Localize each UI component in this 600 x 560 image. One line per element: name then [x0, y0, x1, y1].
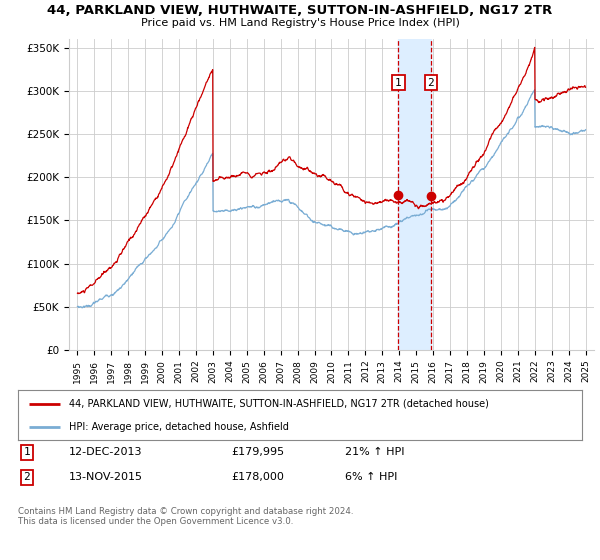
Text: 6% ↑ HPI: 6% ↑ HPI — [345, 472, 397, 482]
Text: £179,995: £179,995 — [231, 447, 284, 458]
Text: 2: 2 — [23, 472, 31, 482]
Text: 44, PARKLAND VIEW, HUTHWAITE, SUTTON-IN-ASHFIELD, NG17 2TR: 44, PARKLAND VIEW, HUTHWAITE, SUTTON-IN-… — [47, 4, 553, 17]
Text: 21% ↑ HPI: 21% ↑ HPI — [345, 447, 404, 458]
Text: Contains HM Land Registry data © Crown copyright and database right 2024.
This d: Contains HM Land Registry data © Crown c… — [18, 507, 353, 526]
Text: 1: 1 — [23, 447, 31, 458]
Text: 12-DEC-2013: 12-DEC-2013 — [69, 447, 143, 458]
Text: 2: 2 — [428, 78, 434, 88]
Text: Price paid vs. HM Land Registry's House Price Index (HPI): Price paid vs. HM Land Registry's House … — [140, 18, 460, 29]
Text: 44, PARKLAND VIEW, HUTHWAITE, SUTTON-IN-ASHFIELD, NG17 2TR (detached house): 44, PARKLAND VIEW, HUTHWAITE, SUTTON-IN-… — [69, 399, 488, 409]
Text: HPI: Average price, detached house, Ashfield: HPI: Average price, detached house, Ashf… — [69, 422, 289, 432]
Text: 13-NOV-2015: 13-NOV-2015 — [69, 472, 143, 482]
Text: £178,000: £178,000 — [231, 472, 284, 482]
Bar — [398, 39, 431, 350]
Text: 1: 1 — [395, 78, 402, 88]
